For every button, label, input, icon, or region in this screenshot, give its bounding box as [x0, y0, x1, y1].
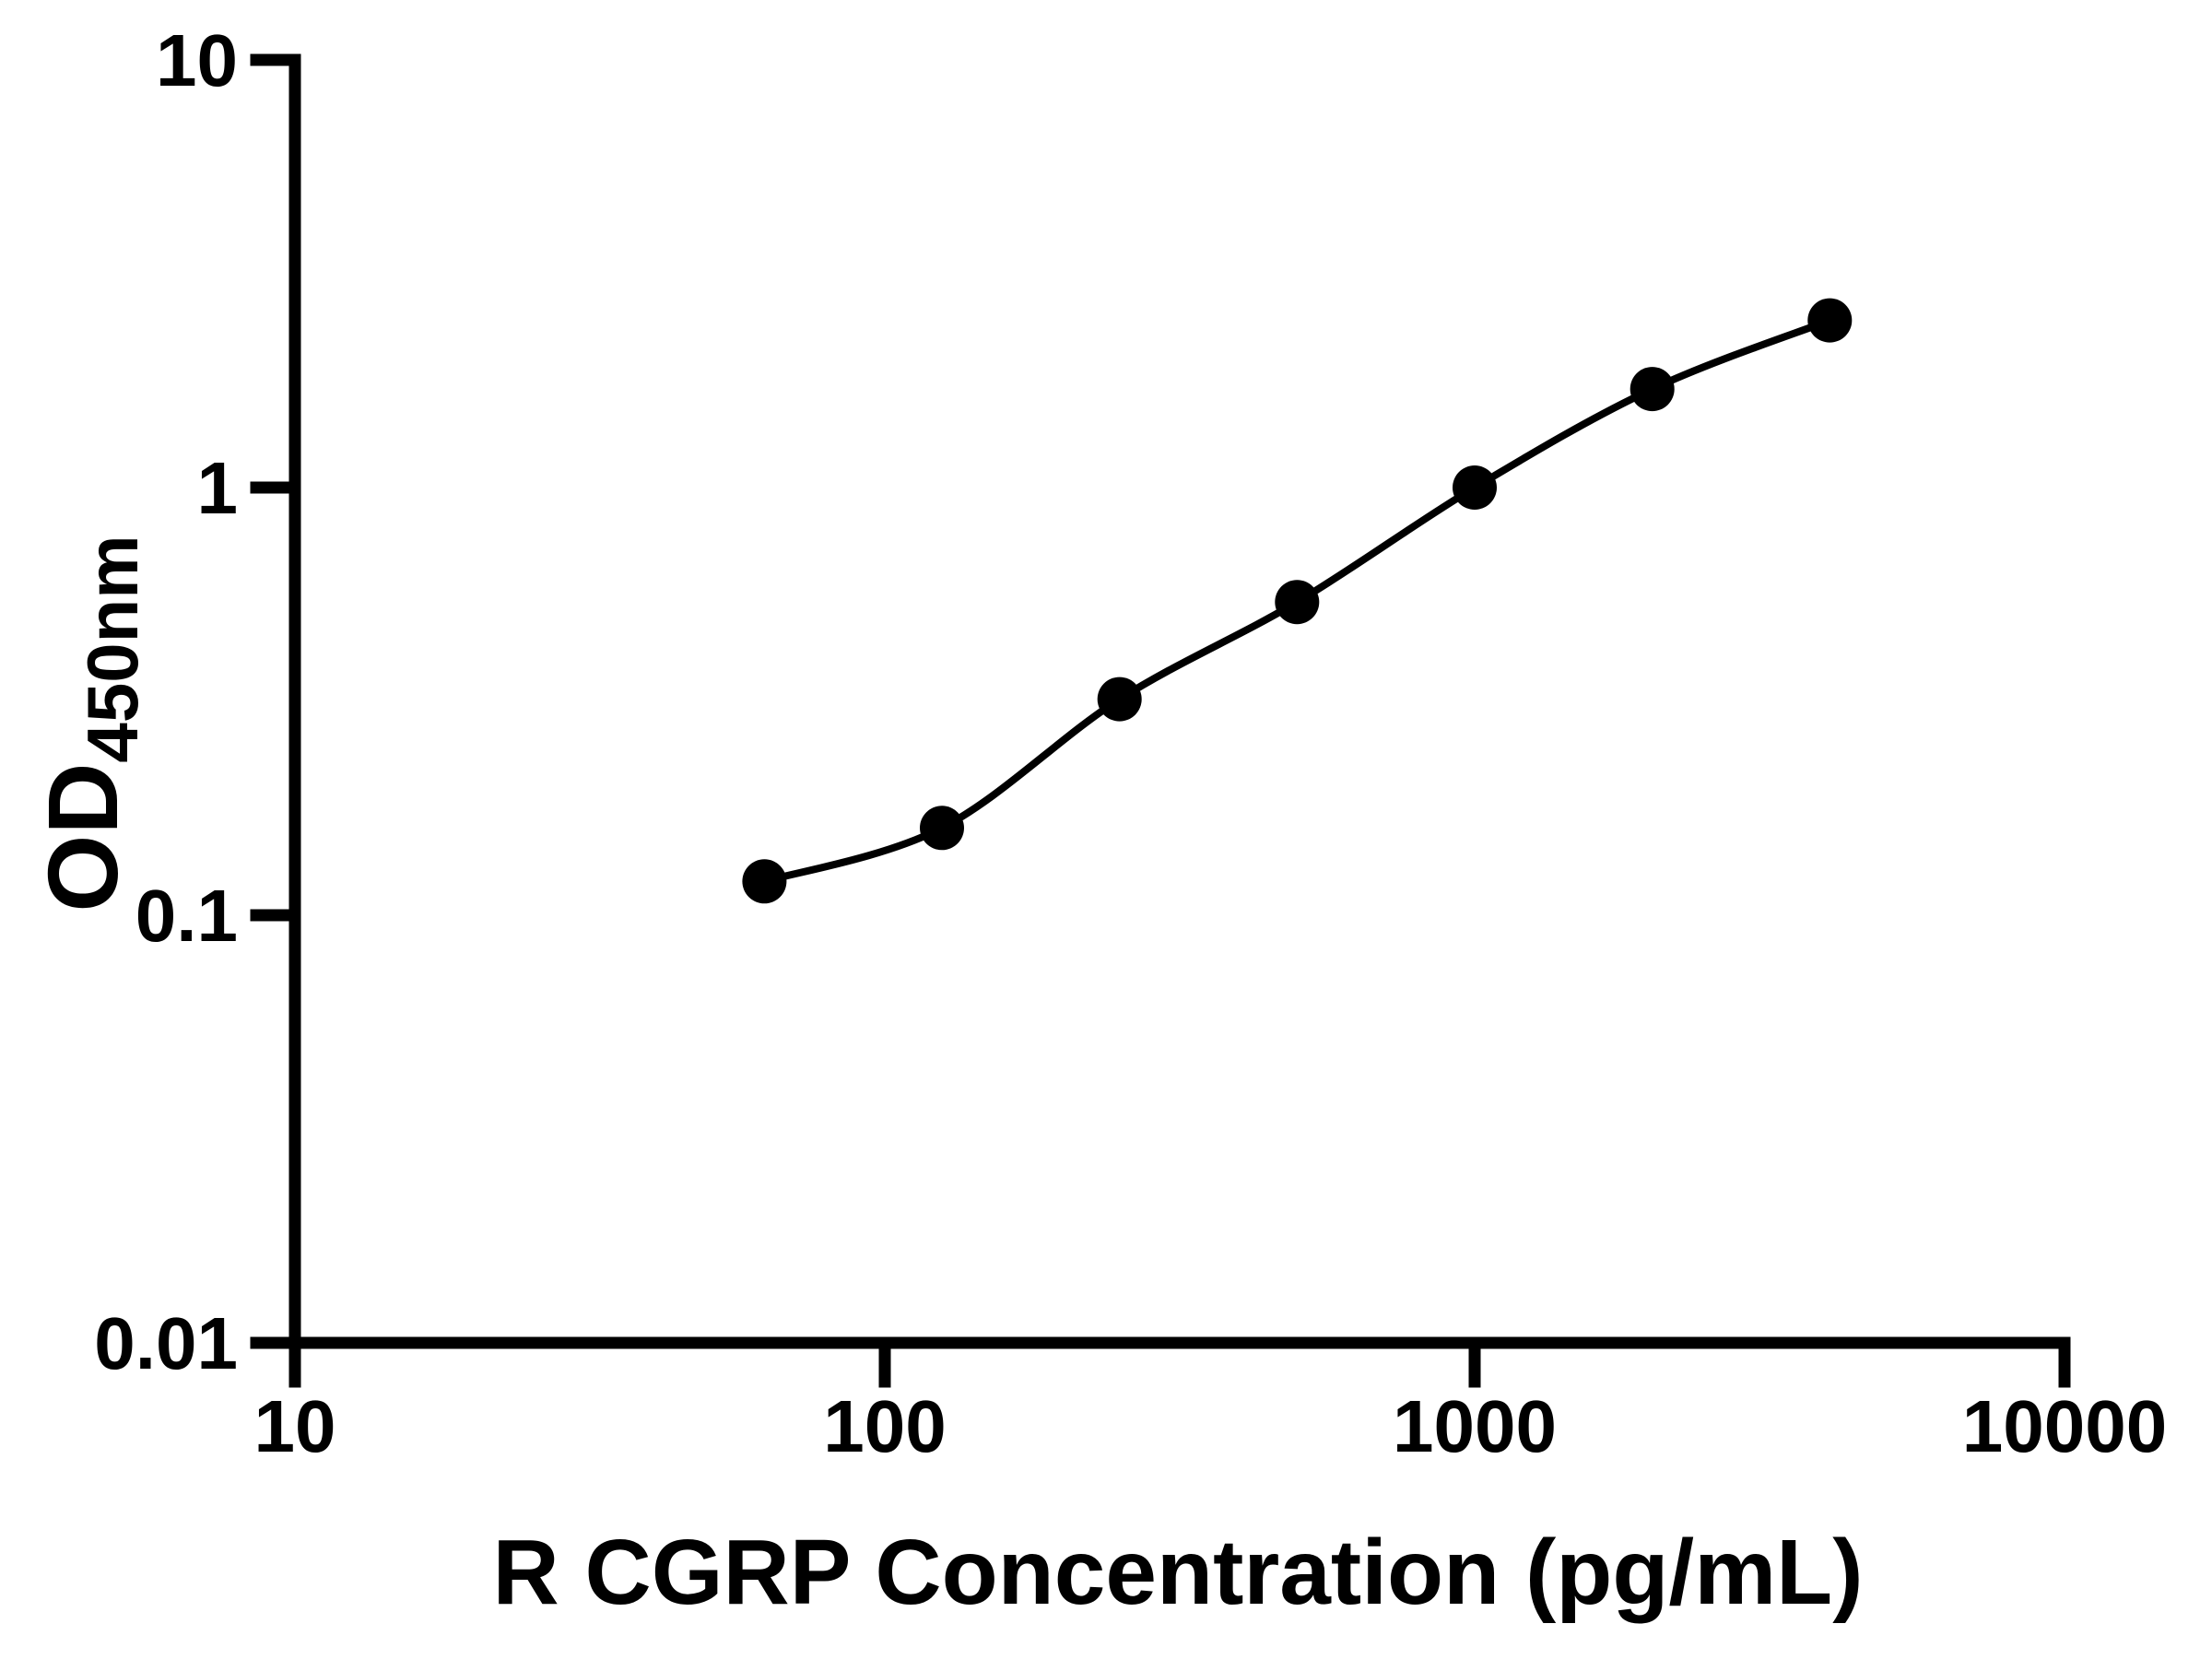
data-point-marker: [1807, 298, 1853, 343]
y-tick-label: 0.1: [135, 875, 238, 957]
x-tick-label: 10000: [1962, 1385, 2167, 1467]
y-tick-label: 0.01: [94, 1302, 238, 1384]
x-axis-title: R CGRP Concentration (pg/mL): [492, 1521, 1863, 1624]
y-axis-title-main: OD: [27, 763, 138, 912]
data-point-marker: [1453, 465, 1497, 510]
y-axis-title: OD450nm: [27, 535, 153, 912]
x-tick-label: 100: [823, 1385, 946, 1467]
x-tick-label: 1000: [1393, 1385, 1557, 1467]
y-axis-title-subscript: 450nm: [72, 535, 153, 762]
x-axis-tick-labels: 10 100 1000 10000: [254, 1385, 2168, 1467]
y-axis-ticks: [250, 53, 301, 1349]
data-point-marker: [1630, 367, 1675, 412]
data-point-marker: [1275, 580, 1320, 625]
y-axis-tick-labels: 0.01 0.1 1 10: [94, 19, 238, 1384]
data-points: [742, 298, 1853, 904]
data-point-marker: [742, 859, 787, 904]
data-point-marker: [920, 806, 964, 851]
data-point-marker: [1097, 677, 1142, 722]
y-tick-label: 10: [156, 19, 238, 101]
y-tick-label: 1: [197, 447, 239, 529]
x-tick-label: 10: [254, 1385, 336, 1467]
